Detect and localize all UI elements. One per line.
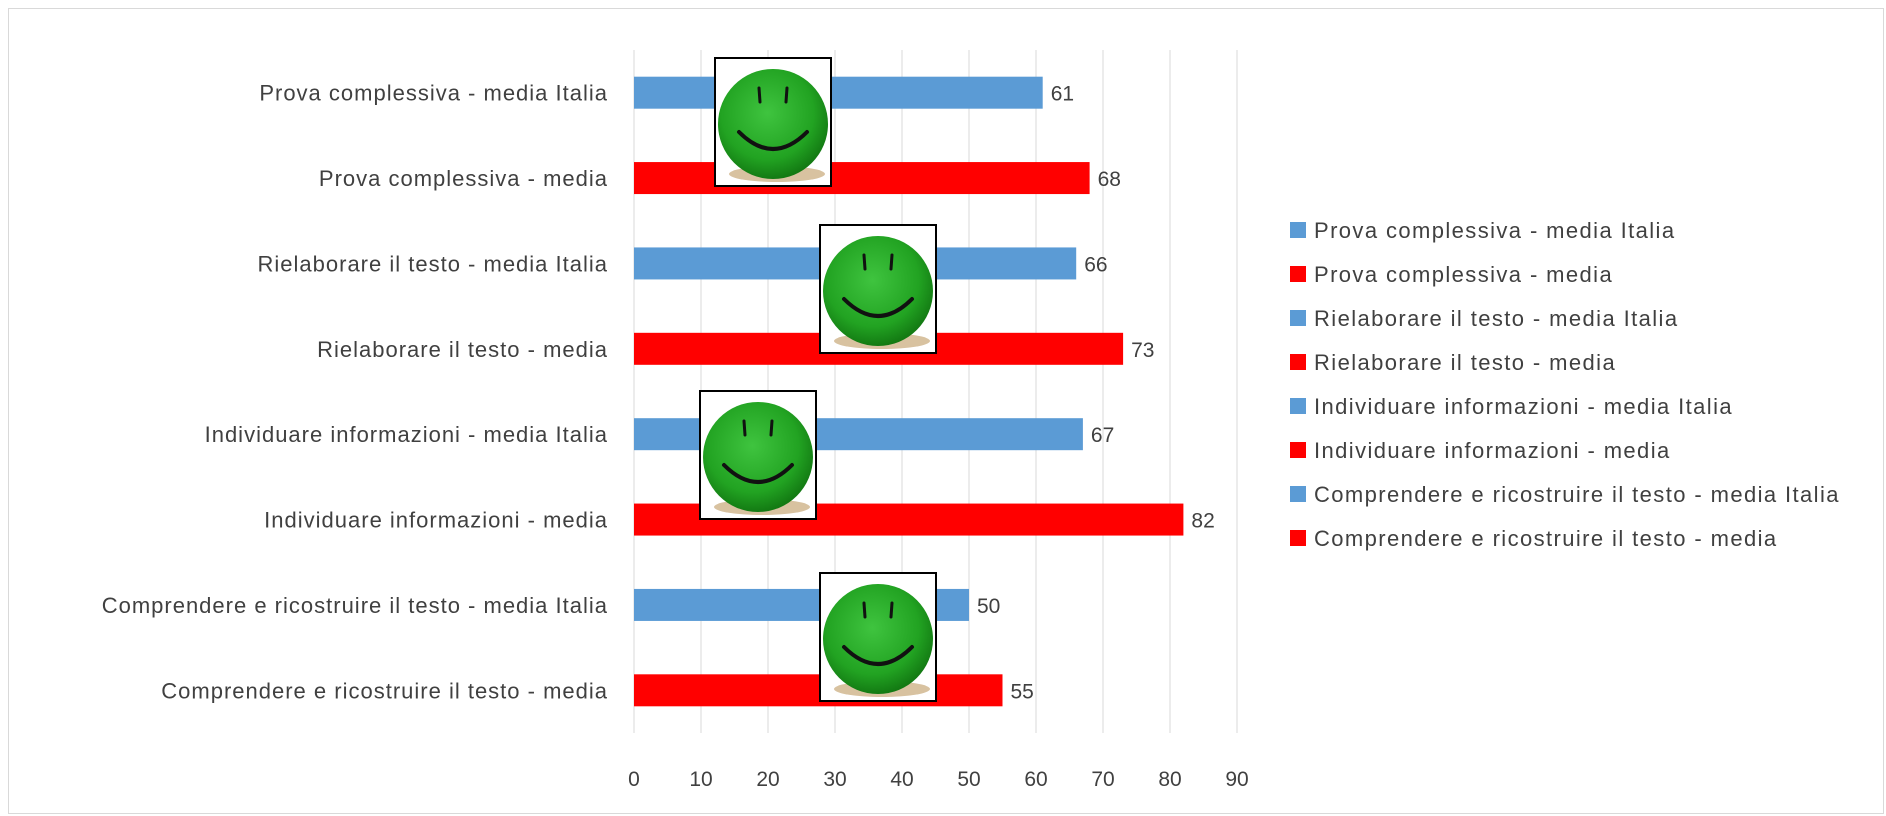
category-label: Rielaborare il testo - media Italia xyxy=(258,251,608,276)
legend-swatch xyxy=(1290,310,1306,326)
smiley-overlays xyxy=(699,57,937,702)
legend-label: Rielaborare il testo - media xyxy=(1314,350,1616,375)
legend-item: Comprendere e ricostruire il testo - med… xyxy=(1290,482,1840,507)
category-label: Rielaborare il testo - media xyxy=(317,337,608,362)
smiley-face-icon xyxy=(714,57,832,187)
bar xyxy=(634,162,1090,195)
legend-label: Prova complessiva - media Italia xyxy=(1314,218,1675,243)
x-tick-label: 50 xyxy=(957,768,980,791)
x-tick-label: 40 xyxy=(890,768,913,791)
legend-swatch xyxy=(1290,266,1306,282)
data-label: 73 xyxy=(1131,339,1154,362)
category-label: Individuare informazioni - media xyxy=(264,508,608,533)
bar xyxy=(634,76,1043,109)
legend-item: Prova complessiva - media Italia xyxy=(1290,218,1675,243)
legend-swatch xyxy=(1290,222,1306,238)
data-label: 82 xyxy=(1191,510,1214,533)
x-tick-label: 90 xyxy=(1225,768,1248,791)
legend-item: Prova complessiva - media xyxy=(1290,262,1613,287)
smiley-face-icon xyxy=(699,390,817,520)
smiley-face-icon xyxy=(819,224,937,354)
legend-swatch xyxy=(1290,442,1306,458)
data-label: 61 xyxy=(1051,83,1074,106)
data-label: 67 xyxy=(1091,424,1114,447)
legend-label: Individuare informazioni - media xyxy=(1314,438,1671,463)
legend-label: Comprendere e ricostruire il testo - med… xyxy=(1314,526,1778,551)
category-label: Prova complessiva - media Italia xyxy=(259,81,608,106)
x-tick-label: 70 xyxy=(1091,768,1114,791)
x-tick-label: 0 xyxy=(628,768,640,791)
legend-item: Comprendere e ricostruire il testo - med… xyxy=(1290,526,1778,551)
legend-item: Individuare informazioni - media xyxy=(1290,438,1671,463)
x-tick-label: 60 xyxy=(1024,768,1047,791)
legend-swatch xyxy=(1290,398,1306,414)
data-label: 66 xyxy=(1084,253,1107,276)
data-label: 50 xyxy=(977,595,1000,618)
category-label: Individuare informazioni - media Italia xyxy=(205,422,608,447)
bar xyxy=(634,674,1003,707)
category-label: Prova complessiva - media xyxy=(319,166,608,191)
legend-swatch xyxy=(1290,486,1306,502)
legend-item: Rielaborare il testo - media xyxy=(1290,350,1616,375)
smiley-face-icon xyxy=(819,572,937,702)
x-tick-label: 10 xyxy=(689,768,712,791)
x-tick-label: 80 xyxy=(1158,768,1181,791)
category-label: Comprendere e ricostruire il testo - med… xyxy=(161,678,608,703)
labels: 0 10 20 30 40 50 60 70 80 90 Prova complessiva - m… xyxy=(102,81,1249,791)
legend-label: Rielaborare il testo - media Italia xyxy=(1314,306,1678,331)
category-label: Comprendere e ricostruire il testo - med… xyxy=(102,593,608,618)
x-tick-label: 30 xyxy=(823,768,846,791)
legend-item: Individuare informazioni - media Italia xyxy=(1290,394,1733,419)
data-label: 68 xyxy=(1098,168,1121,191)
data-label: 55 xyxy=(1011,680,1034,703)
legend-item: Rielaborare il testo - media Italia xyxy=(1290,306,1678,331)
legend-label: Prova complessiva - media xyxy=(1314,262,1613,287)
legend-label: Individuare informazioni - media Italia xyxy=(1314,394,1733,419)
legend-swatch xyxy=(1290,354,1306,370)
legend: Prova complessiva - media Italia Prova co… xyxy=(1290,218,1840,551)
x-tick-label: 20 xyxy=(756,768,779,791)
legend-swatch xyxy=(1290,530,1306,546)
legend-label: Comprendere e ricostruire il testo - med… xyxy=(1314,482,1840,507)
